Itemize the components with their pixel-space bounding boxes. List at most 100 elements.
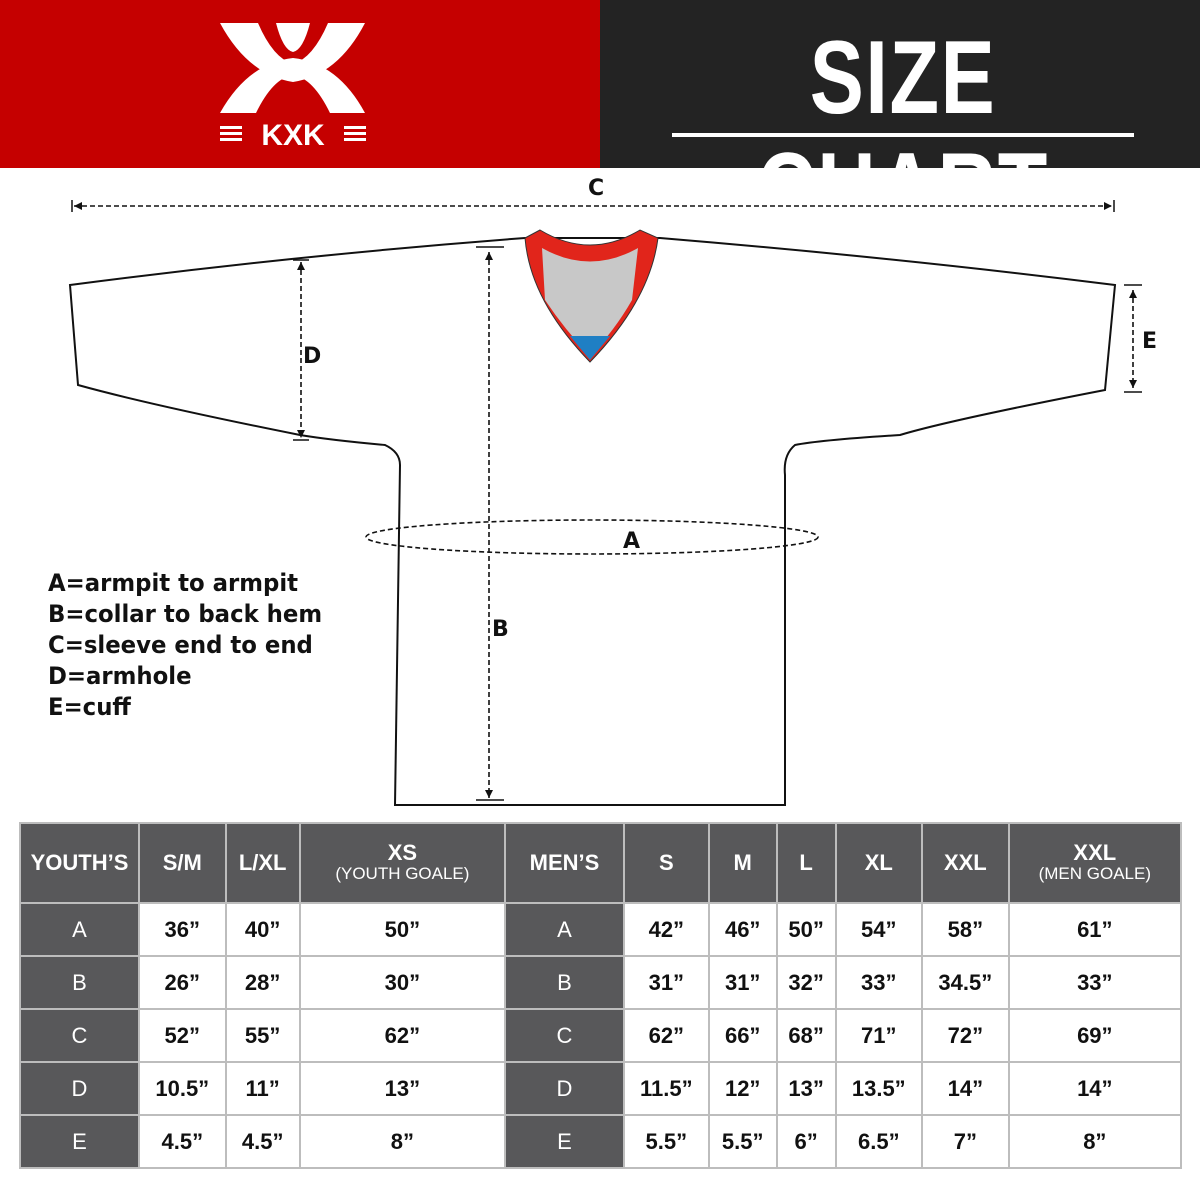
column-header: XXL (MEN GOALE) bbox=[1009, 824, 1180, 902]
label-c: C bbox=[588, 176, 605, 201]
row-header: C bbox=[505, 1010, 623, 1061]
row-header: A bbox=[21, 904, 138, 955]
table-cell: 33” bbox=[836, 957, 922, 1008]
jersey-outline bbox=[68, 237, 1117, 806]
table-cell: 7” bbox=[923, 1116, 1008, 1167]
size-table: YOUTH’S S/M L/XL XS (YOUTH GOALE) MEN’S S M L XL X… bbox=[19, 822, 1182, 1169]
table-cell: 34.5” bbox=[923, 957, 1008, 1008]
row-header: D bbox=[505, 1063, 623, 1114]
legend-item: C=sleeve end to end bbox=[48, 631, 313, 659]
table-cell: 66” bbox=[709, 1010, 776, 1061]
column-header: XL bbox=[836, 824, 922, 902]
row-header: B bbox=[505, 957, 623, 1008]
table-header-row: YOUTH’S S/M L/XL XS (YOUTH GOALE) MEN’S S M L XL X… bbox=[21, 824, 1180, 902]
table-row: E 4.5” 4.5” 8” E 5.5” 5.5” 6” 6.5” 7” 8” bbox=[21, 1116, 1180, 1167]
column-header-label: S bbox=[658, 850, 674, 875]
kxk-logo: KXK bbox=[220, 23, 366, 150]
label-e: E bbox=[1142, 329, 1158, 354]
table-cell: 31” bbox=[709, 957, 776, 1008]
column-header-label: MEN’S bbox=[529, 850, 600, 875]
table-cell: 68” bbox=[777, 1010, 835, 1061]
table-row: A 36” 40” 50” A 42” 46” 50” 54” 58” 61” bbox=[21, 904, 1180, 955]
table-cell: 71” bbox=[836, 1010, 922, 1061]
column-header-label: XXL bbox=[943, 850, 987, 875]
column-header: XS (YOUTH GOALE) bbox=[300, 824, 504, 902]
table-cell: 58” bbox=[923, 904, 1008, 955]
row-header: E bbox=[21, 1116, 138, 1167]
table-cell: 52” bbox=[140, 1010, 225, 1061]
legend-item: B=collar to back hem bbox=[48, 600, 323, 628]
page-title: SIZE CHART bbox=[757, 20, 1049, 248]
table-cell: 8” bbox=[1009, 1116, 1180, 1167]
row-header: C bbox=[21, 1010, 138, 1061]
table-cell: 36” bbox=[140, 904, 225, 955]
table-cell: 50” bbox=[777, 904, 835, 955]
collar-blue bbox=[570, 336, 610, 360]
table-cell: 14” bbox=[923, 1063, 1008, 1114]
column-header-label: L/XL bbox=[238, 850, 287, 875]
table-cell: 62” bbox=[300, 1010, 504, 1061]
table-cell: 4.5” bbox=[140, 1116, 225, 1167]
legend-item: D=armhole bbox=[48, 662, 192, 690]
row-header: A bbox=[505, 904, 623, 955]
row-header: D bbox=[21, 1063, 138, 1114]
logo-text: KXK bbox=[261, 119, 325, 150]
measurement-legend: A=armpit to armpit B=collar to back hem … bbox=[48, 568, 337, 723]
table-cell: 28” bbox=[226, 957, 299, 1008]
column-header: M bbox=[709, 824, 776, 902]
table-cell: 32” bbox=[777, 957, 835, 1008]
label-a: A bbox=[623, 529, 641, 554]
table-cell: 11” bbox=[226, 1063, 299, 1114]
header-title-panel bbox=[600, 0, 1200, 168]
column-header-label: YOUTH’S bbox=[30, 850, 129, 875]
column-header-label: XS bbox=[387, 840, 418, 865]
table-row: B 26” 28” 30” B 31” 31” 32” 33” 34.5” 33” bbox=[21, 957, 1180, 1008]
table-cell: 5.5” bbox=[624, 1116, 708, 1167]
jersey-diagram bbox=[68, 200, 1142, 806]
table-cell: 33” bbox=[1009, 957, 1180, 1008]
table-cell: 12” bbox=[709, 1063, 776, 1114]
column-header-label: L bbox=[799, 850, 813, 875]
table-cell: 69” bbox=[1009, 1010, 1180, 1061]
table-row: C 52” 55” 62” C 62” 66” 68” 71” 72” 69” bbox=[21, 1010, 1180, 1061]
label-b: B bbox=[492, 617, 509, 642]
column-header-label: XL bbox=[864, 850, 893, 875]
table-cell: 13” bbox=[777, 1063, 835, 1114]
table-cell: 13.5” bbox=[836, 1063, 922, 1114]
table-cell: 8” bbox=[300, 1116, 504, 1167]
column-header: L/XL bbox=[226, 824, 299, 902]
table-cell: 11.5” bbox=[624, 1063, 708, 1114]
column-header-label: M bbox=[733, 850, 752, 875]
table-cell: 14” bbox=[1009, 1063, 1180, 1114]
column-header: MEN’S bbox=[505, 824, 623, 902]
column-header: S/M bbox=[140, 824, 225, 902]
column-header-label: XXL bbox=[1073, 840, 1117, 865]
table-cell: 4.5” bbox=[226, 1116, 299, 1167]
table-cell: 5.5” bbox=[709, 1116, 776, 1167]
table-cell: 6” bbox=[777, 1116, 835, 1167]
column-header: XXL bbox=[923, 824, 1008, 902]
table-cell: 10.5” bbox=[140, 1063, 225, 1114]
label-d: D bbox=[303, 344, 322, 369]
table-cell: 72” bbox=[923, 1010, 1008, 1061]
column-header-label: S/M bbox=[162, 850, 202, 875]
table-cell: 6.5” bbox=[836, 1116, 922, 1167]
column-header-sublabel: (MEN GOALE) bbox=[1038, 864, 1152, 883]
table-cell: 62” bbox=[624, 1010, 708, 1061]
table-cell: 46” bbox=[709, 904, 776, 955]
table-cell: 13” bbox=[300, 1063, 504, 1114]
column-header: S bbox=[624, 824, 708, 902]
table-cell: 40” bbox=[226, 904, 299, 955]
column-header: YOUTH’S bbox=[21, 824, 138, 902]
table-cell: 61” bbox=[1009, 904, 1180, 955]
table-cell: 42” bbox=[624, 904, 708, 955]
column-header-sublabel: (YOUTH GOALE) bbox=[335, 864, 470, 883]
table-cell: 26” bbox=[140, 957, 225, 1008]
table-cell: 55” bbox=[226, 1010, 299, 1061]
row-header: E bbox=[505, 1116, 623, 1167]
collar-inner bbox=[542, 248, 638, 356]
table-cell: 54” bbox=[836, 904, 922, 955]
column-header: L bbox=[777, 824, 835, 902]
legend-item: A=armpit to armpit bbox=[48, 569, 299, 597]
table-row: D 10.5” 11” 13” D 11.5” 12” 13” 13.5” 14” 14” bbox=[21, 1063, 1180, 1114]
